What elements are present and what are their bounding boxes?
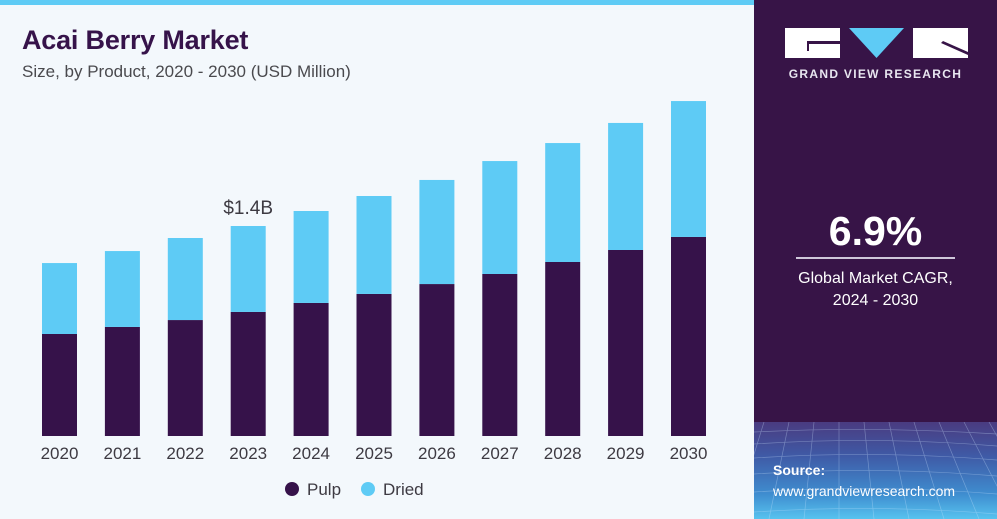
x-tick-label: 2030 [670,444,708,463]
source-background [754,422,997,519]
x-tick-label: 2027 [481,444,519,463]
legend: Pulp Dried [285,480,424,499]
x-tick-label: 2024 [292,444,330,463]
legend-marker-dried [361,482,375,496]
bar-dried-2020 [42,263,77,334]
bar-dried-2028 [545,143,581,262]
x-tick-label: 2020 [41,444,79,463]
legend-label-dried: Dried [383,480,424,499]
bar-pulp-2024 [293,302,329,436]
x-tick-label: 2026 [418,444,456,463]
cagr-value: 6.9% [828,208,923,254]
bar-dried-2021 [104,251,140,327]
bar-dried-2030 [671,101,706,237]
brand-name: GRAND VIEW RESEARCH [788,67,963,81]
legend-marker-pulp [285,482,299,496]
bar-dried-2025 [356,196,392,294]
grand-view-research-logo [785,28,968,58]
bar-dried-2026 [419,179,455,285]
source-url[interactable]: www.grandviewresearch.com [773,483,956,499]
x-tick-label: 2028 [544,444,582,463]
bar-pulp-2030 [671,236,706,436]
side-panel: GRAND VIEW RESEARCH 6.9% Global Market C… [754,0,997,519]
source-label: Source: [773,462,826,478]
bar-dried-2022 [167,238,203,321]
bar-pulp-2022 [167,320,203,436]
x-tick-label: 2023 [229,444,267,463]
bar-pulp-2025 [356,293,392,436]
cagr-label-line1: Global Market CAGR, [798,270,953,287]
annotations: $1.4B [223,198,273,219]
bar-dried-2024 [293,211,329,303]
chart-subtitle: Size, by Product, 2020 - 2030 (USD Milli… [22,62,351,81]
bar-pulp-2028 [545,262,581,436]
cagr-label: Global Market CAGR, 2024 - 2030 [754,268,997,312]
x-tick-label: 2022 [166,444,204,463]
bar-pulp-2029 [608,250,644,436]
decorative-grid [754,422,997,519]
logo-r-block [913,28,968,58]
x-tick-label: 2021 [103,444,141,463]
x-tick-label: 2029 [607,444,645,463]
bar-pulp-2027 [482,274,518,436]
bar-pulp-2023 [230,311,266,436]
value-annotation: $1.4B [223,198,273,219]
bar-dried-2023 [230,226,266,312]
x-tick-label: 2025 [355,444,393,463]
bar-pulp-2020 [42,334,77,436]
bar-dried-2027 [482,161,518,274]
bar-pulp-2026 [419,284,455,436]
logo-v-triangle [849,28,904,58]
x-tick-labels: 2020 2021 2022 2023 2024 2025 2026 2027 2028 2029… [41,444,708,463]
bar-pulp-2021 [104,326,140,436]
legend-label-pulp: Pulp [307,480,341,499]
bar-dried-2029 [608,122,644,250]
cagr-label-line2: 2024 - 2030 [832,292,919,309]
bars-group [42,101,706,436]
cagr-divider [796,257,955,259]
stacked-bar-chart: 2020 2021 2022 2023 2024 2025 2026 2027 2028 2029… [41,101,708,499]
top-accent-strip [0,0,754,5]
chart-title: Acai Berry Market [22,25,249,55]
